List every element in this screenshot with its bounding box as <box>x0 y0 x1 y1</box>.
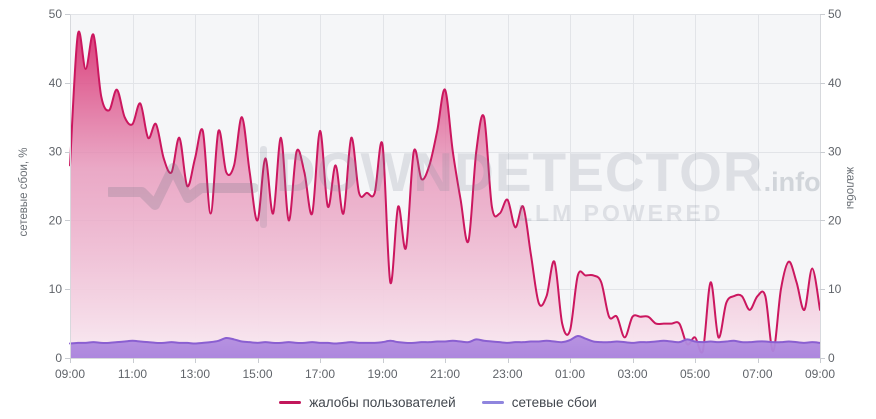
complaints-area <box>70 31 820 358</box>
y-axis-tick-label-right: 20 <box>828 213 842 227</box>
y-axis-tick-label-left: 0 <box>55 351 62 365</box>
y-axis-tick-label-right: 30 <box>828 145 842 159</box>
x-axis-tick-label: 15:00 <box>242 367 272 381</box>
y-axis-title-right: жалобы <box>844 166 856 210</box>
y-axis-tick-label-left: 20 <box>49 213 63 227</box>
tick-marks <box>65 14 825 363</box>
x-axis-tick-label: 23:00 <box>492 367 522 381</box>
y-axis-title-left: сетевые сбои, % <box>18 147 30 237</box>
legend-item-network-failures[interactable]: сетевые сбои <box>481 395 597 410</box>
x-axis-tick-label: 11:00 <box>118 367 147 381</box>
x-axis-tick-label: 13:00 <box>180 367 210 381</box>
x-axis-tick-label: 03:00 <box>617 367 647 381</box>
x-axis-tick-label: 09:00 <box>55 367 85 381</box>
legend-label-complaints: жалобы пользователей <box>309 395 456 410</box>
chart-legend: жалобы пользователей сетевые сбои <box>0 395 876 410</box>
y-axis-tick-label-right: 40 <box>828 76 842 90</box>
x-axis-tick-label: 05:00 <box>680 367 710 381</box>
chart-plot-area[interactable]: 0 0 10 10 20 20 30 30 40 40 50 50 09:00 11:00 13:00 15:… <box>0 0 876 392</box>
x-axis-tick-label: 09:00 <box>805 367 835 381</box>
x-axis-tick-label: 01:00 <box>555 367 585 381</box>
legend-item-complaints[interactable]: жалобы пользователей <box>279 395 456 410</box>
network-failures-series-swatch <box>481 401 504 404</box>
x-axis-tick-label: 21:00 <box>430 367 460 381</box>
y-axis-tick-label-left: 50 <box>49 7 63 21</box>
y-axis-tick-label-right: 10 <box>828 282 842 296</box>
x-axis-tick-label: 07:00 <box>742 367 772 381</box>
y-axis-tick-label-left: 30 <box>49 145 63 159</box>
x-axis-tick-label: 17:00 <box>305 367 335 381</box>
x-axis-tick-label: 19:00 <box>367 367 397 381</box>
y-axis-tick-label-right: 0 <box>828 351 835 365</box>
y-axis-tick-label-left: 40 <box>49 76 63 90</box>
network-failures-line <box>69 334 821 345</box>
y-axis-tick-label-right: 50 <box>828 7 842 21</box>
complaints-series-swatch <box>279 401 302 404</box>
y-axis-tick-label-left: 10 <box>49 282 63 296</box>
network-failures-area <box>70 335 820 358</box>
legend-label-network-failures: сетевые сбои <box>511 395 597 410</box>
